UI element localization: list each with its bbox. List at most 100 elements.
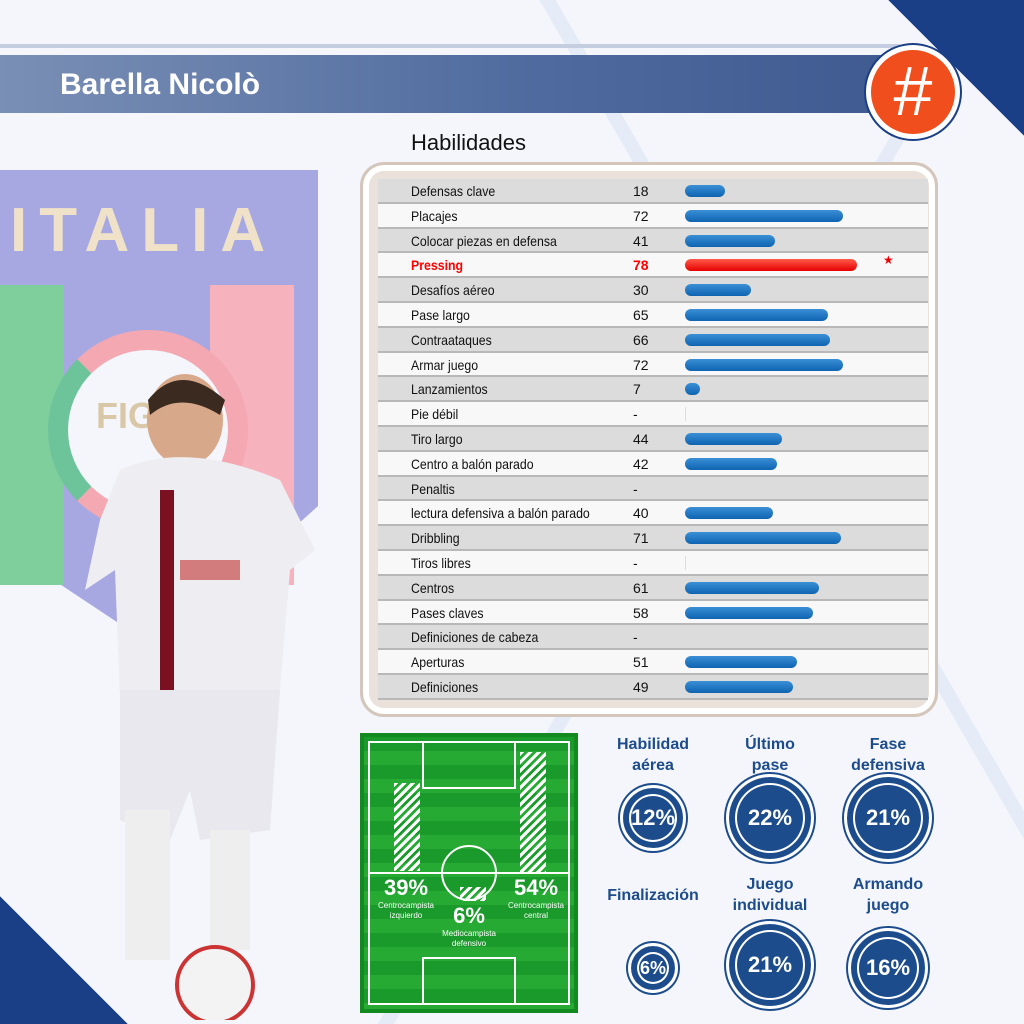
logo-text: ITALIA xyxy=(10,196,278,265)
label-line: defensivo xyxy=(451,939,487,948)
skill-bar xyxy=(685,680,793,693)
skills-table: Defensas clave 18 Placajes 72 Colocar piezas… xyxy=(378,179,928,700)
position-label: Centrocampista central xyxy=(498,901,574,921)
player-name: Barella Nicolò xyxy=(60,68,261,101)
skill-value: 66 xyxy=(633,331,649,348)
skill-name: Armar juego xyxy=(411,356,479,373)
position-pct: 54% xyxy=(513,875,559,900)
skill-row: lectura defensiva a balón parado 40 xyxy=(378,501,928,527)
stat-label: Fase defensiva xyxy=(828,734,948,776)
heatmap-left xyxy=(394,783,420,871)
skill-value: 58 xyxy=(633,604,649,621)
skill-row: Aperturas 51 xyxy=(378,650,928,675)
skill-value: 7 xyxy=(633,381,641,398)
player-photo xyxy=(85,374,315,1020)
label-line: Mediocampista xyxy=(442,929,496,938)
skill-bar xyxy=(685,185,725,197)
skill-row: Penaltis - xyxy=(378,476,928,502)
skill-name: Centro a balón parado xyxy=(411,455,534,472)
heatmap-defensive xyxy=(460,887,486,901)
skill-name: Colocar piezas en defensa xyxy=(411,232,557,249)
skill-row: Pase largo 65 xyxy=(378,302,928,328)
skill-name: Pressing xyxy=(411,257,464,274)
skill-bar-empty xyxy=(685,630,686,645)
header-banner xyxy=(0,55,900,113)
skill-bar xyxy=(685,358,844,371)
skill-name: Pases claves xyxy=(411,604,484,621)
skill-name: Definiciones de cabeza xyxy=(411,629,539,646)
skill-value: 65 xyxy=(633,306,649,323)
skill-name: Pase largo xyxy=(411,306,470,323)
position-pct: 6% xyxy=(453,903,485,928)
label-line: pase xyxy=(751,757,789,774)
skill-bar xyxy=(685,581,820,594)
skill-value: 78 xyxy=(633,257,649,274)
skill-name: lectura defensiva a balón parado xyxy=(411,505,590,522)
skill-bar xyxy=(685,383,701,396)
label-line: central xyxy=(523,911,548,920)
skill-row: Dribbling 71 xyxy=(378,526,928,551)
label-line: juego xyxy=(866,897,910,914)
skill-value: 61 xyxy=(633,579,649,596)
skill-row: Definiciones 49 xyxy=(378,674,928,700)
skill-value: 72 xyxy=(633,356,649,373)
skill-bar xyxy=(685,507,773,520)
skill-name: Definiciones xyxy=(411,678,479,695)
skill-name: Placajes xyxy=(411,207,458,224)
skill-value: - xyxy=(633,554,638,571)
skill-bar xyxy=(685,209,844,222)
skill-row: Colocar piezas en defensa 41 xyxy=(378,228,928,254)
skill-value: - xyxy=(633,480,638,497)
label-line: Último xyxy=(745,736,795,753)
skill-row: Pie débil - xyxy=(378,402,928,427)
skill-value: 18 xyxy=(633,183,649,199)
skill-name: Defensas clave xyxy=(411,183,496,199)
skill-name: Dribbling xyxy=(411,530,460,547)
skill-bar xyxy=(685,432,782,445)
skill-value: 72 xyxy=(633,207,649,224)
skill-bar xyxy=(685,308,828,321)
skill-row: Contraataques 66 xyxy=(378,327,928,353)
skill-row: Tiros libres - xyxy=(378,550,928,576)
skill-row: Centros 61 xyxy=(378,575,928,601)
skill-row: Pases claves 58 xyxy=(378,600,928,626)
skill-row: Placajes 72 xyxy=(378,203,928,229)
skill-bar xyxy=(685,656,798,669)
stat-ball-badge: 16% xyxy=(848,928,928,1008)
skill-value: 44 xyxy=(633,430,649,447)
position-pitch: 39% Centrocampista izquierdo 54% Centroca… xyxy=(360,733,578,1013)
label-line: Centrocampista xyxy=(377,901,435,910)
stat-label: Armando juego xyxy=(828,874,948,916)
skill-name: Tiros libres xyxy=(411,554,471,571)
skill-row: Definiciones de cabeza - xyxy=(378,625,928,651)
label-line: izquierdo xyxy=(389,911,423,920)
heatmap-center xyxy=(520,752,546,872)
skill-bar-empty xyxy=(685,481,686,496)
skill-value: 40 xyxy=(633,505,649,522)
stat-label: Finalización xyxy=(593,885,713,906)
label-line: individual xyxy=(732,897,808,914)
stat-ball-badge: 22% xyxy=(726,774,814,862)
hashtag-icon[interactable]: # xyxy=(866,45,960,139)
stat-ball-badge: 12% xyxy=(620,785,686,851)
skill-name: Tiro largo xyxy=(411,430,463,447)
skill-name: Lanzamientos xyxy=(411,381,488,398)
star-icon: ★ xyxy=(883,253,894,268)
skill-row: Centro a balón parado 42 xyxy=(378,451,928,477)
skill-name: Penaltis xyxy=(411,480,455,497)
skill-bar xyxy=(685,606,813,619)
skill-row: Armar juego 72 xyxy=(378,352,928,378)
stat-label: Juego individual xyxy=(710,874,830,916)
skill-name: Aperturas xyxy=(411,654,465,671)
skill-name: Centros xyxy=(411,579,455,596)
label-line: defensiva xyxy=(851,757,925,774)
skill-name: Desafíos aéreo xyxy=(411,282,495,299)
label-line: Fase xyxy=(869,736,907,753)
skill-value: 71 xyxy=(633,530,649,547)
label-line: Armando xyxy=(852,876,924,893)
stat-ball-badge: 21% xyxy=(726,921,814,1009)
skill-value: - xyxy=(633,629,638,646)
skill-name: Pie débil xyxy=(411,406,459,423)
penalty-box-top xyxy=(422,741,516,789)
label-line: aérea xyxy=(632,757,674,774)
